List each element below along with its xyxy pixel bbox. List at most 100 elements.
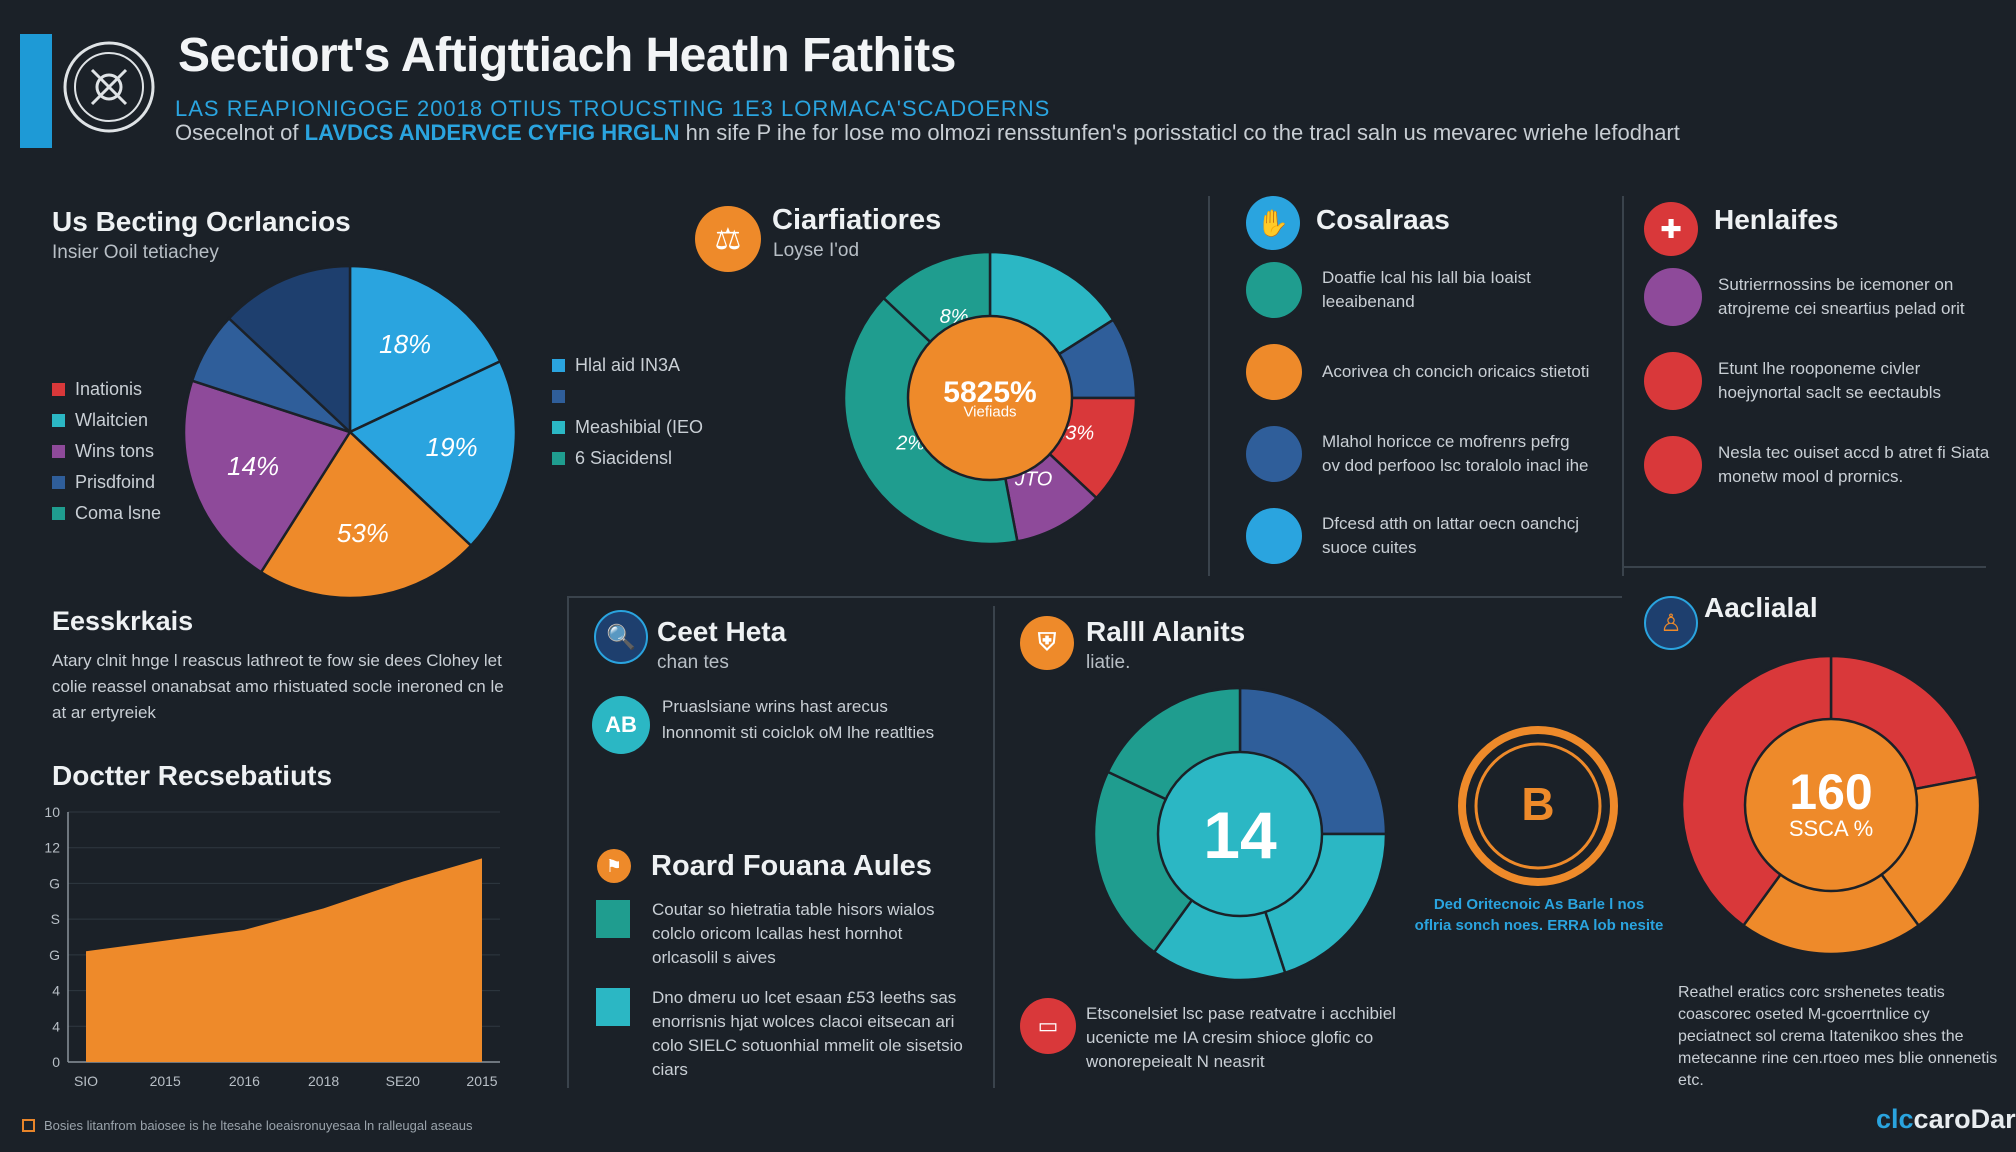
occurrences-pie-chart: 18% 19% 53% 14% [182, 264, 518, 600]
rali-donut-chart: 14 [1092, 686, 1388, 982]
essekrais-text: Atary clnit hnge l reascus lathreot te f… [52, 651, 504, 722]
roard-bullet [596, 900, 630, 938]
pie4-center-sub: SSCA % [1789, 816, 1873, 841]
title-accent-bar [20, 34, 52, 148]
occurrences-legend-label: Wlaitcien [75, 410, 149, 430]
area-ytick: 4 [52, 983, 60, 999]
cosalraas-item: Mlahol horicce ce mofrenrs pefrg ov dod … [1246, 426, 1606, 482]
footer-checkbox [22, 1119, 35, 1132]
roard-item: Coutar so hietratia table hisors wialos … [596, 898, 976, 970]
occurrences-legend-item: Inationis [52, 374, 161, 405]
area-ytick: G [49, 875, 60, 891]
pie1-slice [182, 379, 352, 574]
pie2-center-label: 5825% [943, 376, 1036, 409]
middle-legend-swatch [552, 421, 565, 434]
henlaifes-bullet [1644, 352, 1702, 410]
henlaifes-item: Etunt lhe rooponeme civler hoejynortal s… [1644, 352, 1994, 410]
middle-legend-label: 6 Siacidensl [575, 448, 673, 468]
svg-text:B: B [1521, 778, 1554, 830]
divider-h1 [567, 596, 1622, 598]
occurrences-legend-label: Inationis [75, 379, 143, 399]
middle-legend-item: Hlal aid IN3A [552, 350, 703, 381]
pie1-slice [347, 359, 518, 548]
occurrences-legend: Inationis Wlaitcien Wins tons Prisdfoind Com… [52, 374, 161, 529]
pie1-slice [348, 264, 502, 434]
pie4-center [1743, 717, 1919, 893]
tablet-icon: ▭ [1020, 998, 1076, 1054]
description-pre: Osecelnot of [175, 120, 299, 145]
cosalraas-list: Doatfie lcal his lall bia Ioaist leeaibe… [1246, 262, 1606, 590]
roard-text: Dno dmeru uo lcet esaan £53 leeths sas e… [652, 988, 963, 1079]
area-ytick: S [51, 911, 60, 927]
cosalraas-text: Mlahol horicce ce mofrenrs pefrg ov dod … [1322, 432, 1589, 475]
roard-list: Coutar so hietratia table hisors wialos … [596, 898, 976, 1098]
area-ytick: 0 [52, 1054, 60, 1070]
rali-bottom-text: Etsconelsiet lsc pase reatvatre i acchib… [1086, 1004, 1396, 1071]
area-xtick: SE20 [386, 1073, 420, 1089]
brand-part-b: caroDar [1913, 1104, 2016, 1134]
roard-text: Coutar so hietratia table hisors wialos … [652, 900, 935, 967]
cosalraas-item: Doatfie lcal his lall bia Ioaist leeaibe… [1246, 262, 1606, 318]
middle-legend-label: Hlal aid IN3A [575, 355, 681, 375]
divider-h2 [1624, 566, 1986, 568]
plus-icon: ✚ [1644, 202, 1698, 256]
brand-logo: clccaroDar [1876, 1104, 2016, 1135]
ceet-text: Pruaslsiane wrins hast arecus lnonnomit … [662, 697, 935, 742]
divider-v2 [1622, 196, 1624, 576]
shield-icon: ⛨ [1020, 616, 1074, 670]
rali-subtitle: liatie. [1086, 652, 1131, 673]
occurrences-title: Us Becting Ocrlancios [52, 206, 351, 237]
area-series [86, 858, 482, 1062]
area-ytick: 12 [44, 840, 60, 856]
cosalraas-bullet [1246, 344, 1302, 400]
page-description: Osecelnot of LAVDCS ANDERVCE CYFIG HRGLN… [175, 120, 1680, 146]
middle-legend-swatch [552, 359, 565, 372]
cosalraas-bullet [1246, 426, 1302, 482]
cosalraas-text: Dfcesd atth on lattar oecn oanchcj suoce… [1322, 514, 1580, 557]
badge-emblem: B [1454, 722, 1622, 890]
hand-icon: ✋ [1246, 196, 1300, 250]
middle-legend-swatch [552, 390, 565, 403]
cosalraas-text: Acorivea ch concich oricaics stietoti [1322, 362, 1590, 381]
badge-caption: Ded Oritecnoic As Barle l nos oflria son… [1414, 896, 1664, 934]
roard-item: Dno dmeru uo lcet esaan £53 leeths sas e… [596, 986, 976, 1082]
divider-v4 [993, 606, 995, 1088]
brand-part-a: clc [1876, 1104, 1914, 1134]
henlaifes-text: Sutrierrnossins be icemoner on atrojreme… [1718, 275, 1965, 318]
occurrences-subtitle: Insier Ooil tetiachey [52, 242, 219, 263]
magnifier-icon: 🔍 [594, 610, 648, 664]
page-title: Sectiort's Aftigttiach Heatln Fathits [178, 29, 956, 82]
henlaifes-list: Sutrierrnossins be icemoner on atrojreme… [1644, 268, 1994, 520]
cosalraas-text: Doatfie lcal his lall bia Ioaist leeaibe… [1322, 268, 1531, 311]
cosalraas-title: Cosalraas [1316, 204, 1450, 235]
aaclialal-text: Reathel eratics corc srshenetes teatis c… [1678, 984, 1998, 1089]
middle-legend-item: Meashibial (IEO [552, 412, 703, 443]
occurrences-legend-swatch [52, 414, 65, 427]
cosalraas-item: Acorivea ch concich oricaics stietoti [1246, 344, 1606, 400]
cosalraas-bullet [1246, 508, 1302, 564]
area-xtick: SIO [74, 1073, 98, 1089]
description-post: hn sife P ihe for lose mo olmozi rensstu… [685, 120, 1680, 145]
henlaifes-item: Nesla tec ouiset accd b atret fi Siata m… [1644, 436, 1994, 494]
area-ytick: 4 [52, 1018, 60, 1034]
cosalraas-bullet [1246, 262, 1302, 318]
occurrences-legend-label: Prisdfoind [75, 472, 156, 492]
pie1-slice [227, 264, 352, 435]
divider-v1 [1208, 196, 1210, 576]
middle-legend-swatch [552, 452, 565, 465]
occurrences-legend-swatch [52, 383, 65, 396]
middle-legend-item [552, 381, 703, 412]
area-xtick: 2016 [229, 1073, 260, 1089]
essekrais-title: Eesskrkais [52, 606, 194, 636]
charts-title: Ciarfiatiores [772, 204, 942, 236]
henlaifes-item: Sutrierrnossins be icemoner on atrojreme… [1644, 268, 1994, 326]
pie2-center [906, 314, 1074, 482]
henlaifes-title: Henlaifes [1714, 204, 1839, 235]
pie1-slice-label: 18% [379, 329, 431, 359]
footer-text: Bosies litanfrom baiosee is he ltesahe l… [44, 1118, 473, 1133]
person-icon: ♙ [1644, 596, 1698, 650]
occurrences-legend-swatch [52, 507, 65, 520]
pie3-center-label: 14 [1203, 798, 1277, 872]
description-highlight: LAVDCS ANDERVCE CYFIG HRGLN [304, 120, 680, 145]
